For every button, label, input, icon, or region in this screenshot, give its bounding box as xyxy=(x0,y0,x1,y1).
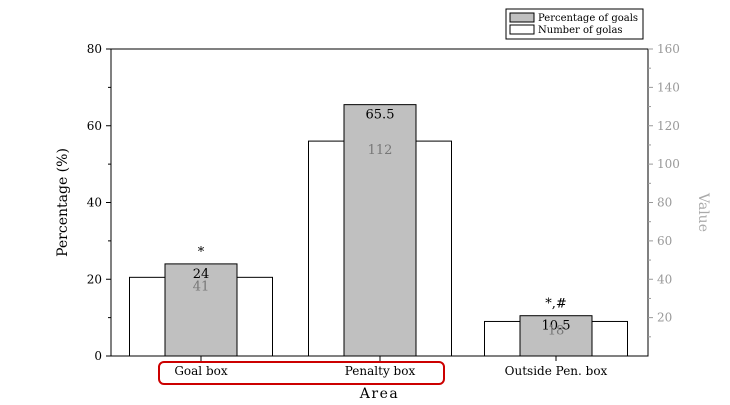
right-tick-label: 120 xyxy=(657,119,680,133)
left-tick-label: 40 xyxy=(87,196,102,210)
percentage-label-outside-pen-box: 10.5 xyxy=(542,319,571,334)
percentage-label-goal-box: 24 xyxy=(193,267,210,282)
left-tick-label: 0 xyxy=(94,349,102,363)
right-tick-label: 80 xyxy=(657,196,672,210)
legend-label-percentage-of-goals: Percentage of goals xyxy=(538,13,638,24)
left-y-axis-title: Percentage (%) xyxy=(55,148,71,257)
right-tick-label: 60 xyxy=(657,234,672,248)
significance-mark-outside-pen-box: *,# xyxy=(545,297,567,312)
right-tick-label: 40 xyxy=(657,272,672,286)
left-y-axis: 0 20 40 60 80 xyxy=(87,42,111,363)
left-tick-label: 20 xyxy=(87,272,102,286)
count-label-outside-pen-box: 18 xyxy=(548,323,565,338)
percentage-label-penalty-box: 65.5 xyxy=(366,108,395,123)
bar-percentage-of-goals-goal-box xyxy=(164,263,238,357)
x-axis: Goal box Penalty box Outside Pen. box xyxy=(174,356,608,378)
highlight-box xyxy=(158,361,445,385)
right-tick-label: 20 xyxy=(657,311,672,325)
right-tick-label: 140 xyxy=(657,80,680,94)
bar-percentage-of-goals-outside-pen-box xyxy=(519,315,593,357)
count-label-goal-box: 41 xyxy=(193,279,210,294)
right-tick-label: 100 xyxy=(657,157,680,171)
left-tick-label: 60 xyxy=(87,119,102,133)
count-label-penalty-box: 112 xyxy=(368,143,393,158)
legend-swatch-number-of-golas xyxy=(509,24,535,35)
x-tick-label-penalty-box: Penalty box xyxy=(345,364,416,378)
right-y-axis-title: Value xyxy=(695,192,711,232)
x-axis-title: Area xyxy=(359,386,399,402)
highlight-rectangle xyxy=(158,361,445,385)
x-tick-label-outside-pen-box: Outside Pen. box xyxy=(505,364,608,378)
legend-label-number-of-golas: Number of golas xyxy=(538,25,623,36)
right-y-axis: 20 40 60 80 100 120 140 160 xyxy=(648,42,680,338)
right-tick-label: 160 xyxy=(657,42,680,56)
legend-swatch-percentage-of-goals xyxy=(509,12,535,23)
x-tick-label-goal-box: Goal box xyxy=(174,364,228,378)
significance-mark-goal-box: * xyxy=(198,245,205,260)
left-tick-label: 80 xyxy=(87,42,102,56)
